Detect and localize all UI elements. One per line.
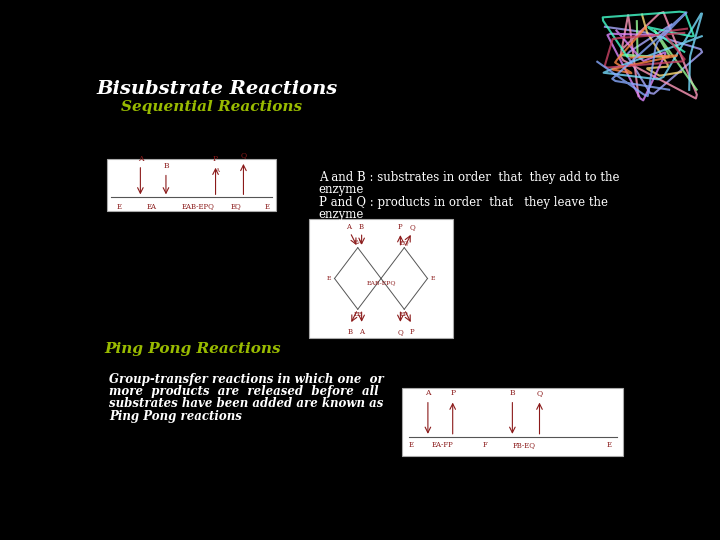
- Bar: [402, 388, 624, 456]
- Text: P: P: [450, 389, 455, 397]
- Text: B: B: [359, 222, 364, 231]
- Text: Q: Q: [397, 328, 403, 336]
- Text: P: P: [398, 222, 402, 231]
- Text: EB: EB: [354, 312, 362, 317]
- Text: E: E: [264, 202, 269, 211]
- Text: F: F: [483, 441, 487, 449]
- Text: A: A: [346, 222, 351, 231]
- Text: Bisubstrate Reactions: Bisubstrate Reactions: [96, 80, 338, 98]
- Text: EA-FP: EA-FP: [432, 441, 454, 449]
- Text: B: B: [163, 163, 168, 170]
- Bar: [107, 159, 276, 211]
- Text: B: B: [348, 328, 353, 336]
- Text: enzyme: enzyme: [319, 208, 364, 221]
- Text: P: P: [213, 154, 218, 163]
- Text: Sequential Reactions: Sequential Reactions: [121, 100, 302, 114]
- Text: Ping Pong Reactions: Ping Pong Reactions: [104, 342, 281, 356]
- Text: A: A: [425, 389, 431, 397]
- Text: Q: Q: [240, 151, 246, 159]
- Text: B: B: [510, 389, 516, 397]
- Text: A: A: [215, 167, 219, 173]
- Text: Q: Q: [536, 389, 543, 397]
- Text: EQ: EQ: [230, 202, 241, 211]
- Text: EQ: EQ: [400, 240, 409, 245]
- Text: Group-transfer reactions in which one  or: Group-transfer reactions in which one or: [109, 373, 384, 386]
- Text: more  products  are  released  before  all: more products are released before all: [109, 385, 379, 398]
- Text: E: E: [409, 441, 414, 449]
- Text: EAB-EPQ: EAB-EPQ: [182, 202, 215, 211]
- Text: EP: EP: [400, 312, 408, 317]
- Text: enzyme: enzyme: [319, 184, 364, 197]
- Text: P: P: [410, 328, 414, 336]
- Text: E: E: [327, 276, 331, 281]
- Text: EA: EA: [147, 202, 157, 211]
- Bar: [310, 219, 453, 338]
- Text: E: E: [431, 276, 435, 281]
- Text: A: A: [359, 328, 364, 336]
- Text: FB-EQ: FB-EQ: [513, 441, 536, 449]
- Text: EAB-EPQ: EAB-EPQ: [366, 280, 396, 285]
- Text: E: E: [607, 441, 612, 449]
- Text: A and B : substrates in order  that  they add to the: A and B : substrates in order that they …: [319, 171, 619, 184]
- Text: Q: Q: [409, 222, 415, 231]
- Text: substrates have been added are known as: substrates have been added are known as: [109, 397, 384, 410]
- Text: EA: EA: [354, 240, 362, 245]
- Text: P and Q : products in order  that   they leave the: P and Q : products in order that they le…: [319, 195, 608, 208]
- Text: E: E: [117, 202, 122, 211]
- Text: A: A: [138, 154, 143, 163]
- Text: Ping Pong reactions: Ping Pong reactions: [109, 410, 242, 423]
